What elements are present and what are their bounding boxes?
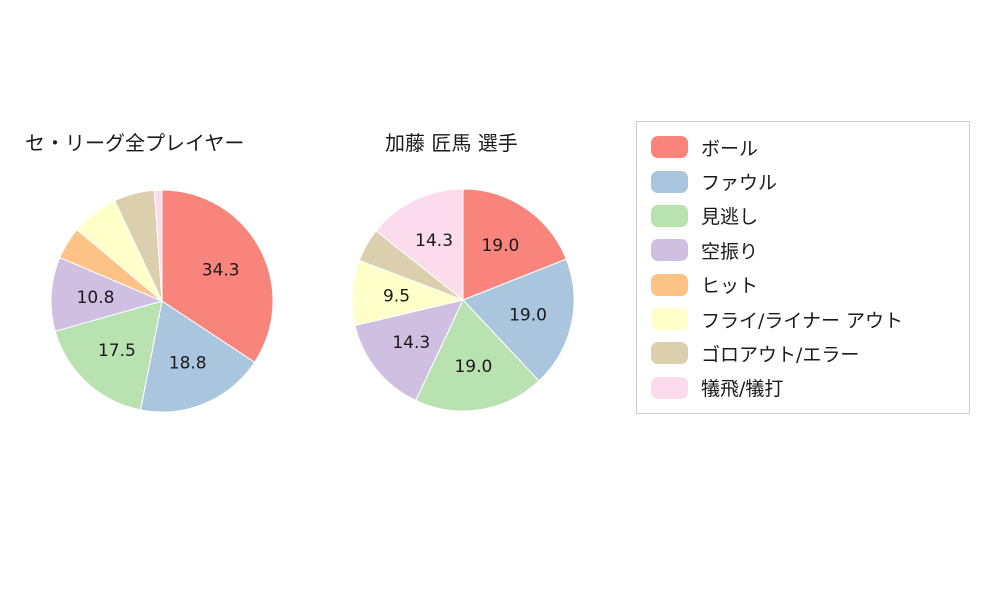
- legend-swatch-icon: [651, 136, 688, 159]
- pie-data-label: 18.8: [169, 354, 207, 374]
- legend-label: 見逃し: [701, 206, 759, 229]
- legend-item-1: ファウル: [651, 165, 955, 199]
- legend-swatch-icon: [651, 204, 688, 227]
- legend-swatch-icon: [651, 239, 688, 262]
- legend-label: 空振り: [701, 240, 759, 263]
- pie-data-label: 14.3: [392, 333, 430, 353]
- pie-chart-player: 19.0 19.0 19.0 14.3 9.5 14.3: [351, 188, 575, 412]
- pie-data-label: 10.8: [77, 288, 115, 308]
- legend-item-6: ゴロアウト/エラー: [651, 336, 955, 370]
- pie-data-label: 19.0: [454, 357, 492, 377]
- pie-data-label: 14.3: [415, 231, 453, 251]
- pie-slice-2: [415, 299, 540, 412]
- pie-data-label: 19.0: [481, 236, 519, 256]
- pie-data-label: 17.5: [98, 341, 136, 361]
- legend-swatch-icon: [651, 308, 688, 331]
- pie-slice-0: [462, 188, 567, 301]
- pie-slice-1: [139, 300, 256, 413]
- legend-label: 犠飛/犠打: [701, 378, 784, 401]
- pie-slice-2: [54, 300, 163, 411]
- pie-slice-7: [153, 189, 163, 302]
- legend-item-5: フライ/ライナー アウト: [651, 302, 955, 336]
- legend-item-3: 空振り: [651, 233, 955, 267]
- chart-title-player: 加藤 匠馬 選手: [385, 131, 518, 155]
- legend-label: フライ/ライナー アウト: [701, 309, 904, 332]
- pie-chart-league: 34.3 18.8 17.5 10.8: [50, 189, 274, 413]
- legend-label: ゴロアウト/エラー: [701, 343, 860, 366]
- legend-swatch-icon: [651, 273, 688, 296]
- legend-item-4: ヒット: [651, 268, 955, 302]
- legend-label: ボール: [701, 137, 759, 160]
- legend-swatch-icon: [651, 342, 688, 365]
- legend-swatch-icon: [651, 170, 688, 193]
- pie-data-label: 9.5: [383, 287, 410, 307]
- legend-swatch-icon: [651, 376, 688, 399]
- pie-data-label: 19.0: [509, 306, 547, 326]
- legend-item-0: ボール: [651, 130, 955, 164]
- legend-item-7: 犠飛/犠打: [651, 371, 955, 405]
- pie-data-label: 34.3: [202, 261, 240, 281]
- legend-label: ファウル: [701, 172, 778, 195]
- pie-slice-3: [354, 299, 464, 402]
- legend-label: ヒット: [701, 275, 759, 298]
- pie-slice-1: [462, 258, 575, 382]
- pie-slice-3: [50, 256, 164, 332]
- legend-item-2: 見逃し: [651, 199, 955, 233]
- pie-slice-7: [375, 188, 464, 302]
- chart-title-league: セ・リーグ全プレイヤー: [25, 131, 245, 155]
- legend: ボールファウル見逃し空振りヒットフライ/ライナー アウト ゴロアウト/エラー 犠飛/…: [636, 121, 970, 414]
